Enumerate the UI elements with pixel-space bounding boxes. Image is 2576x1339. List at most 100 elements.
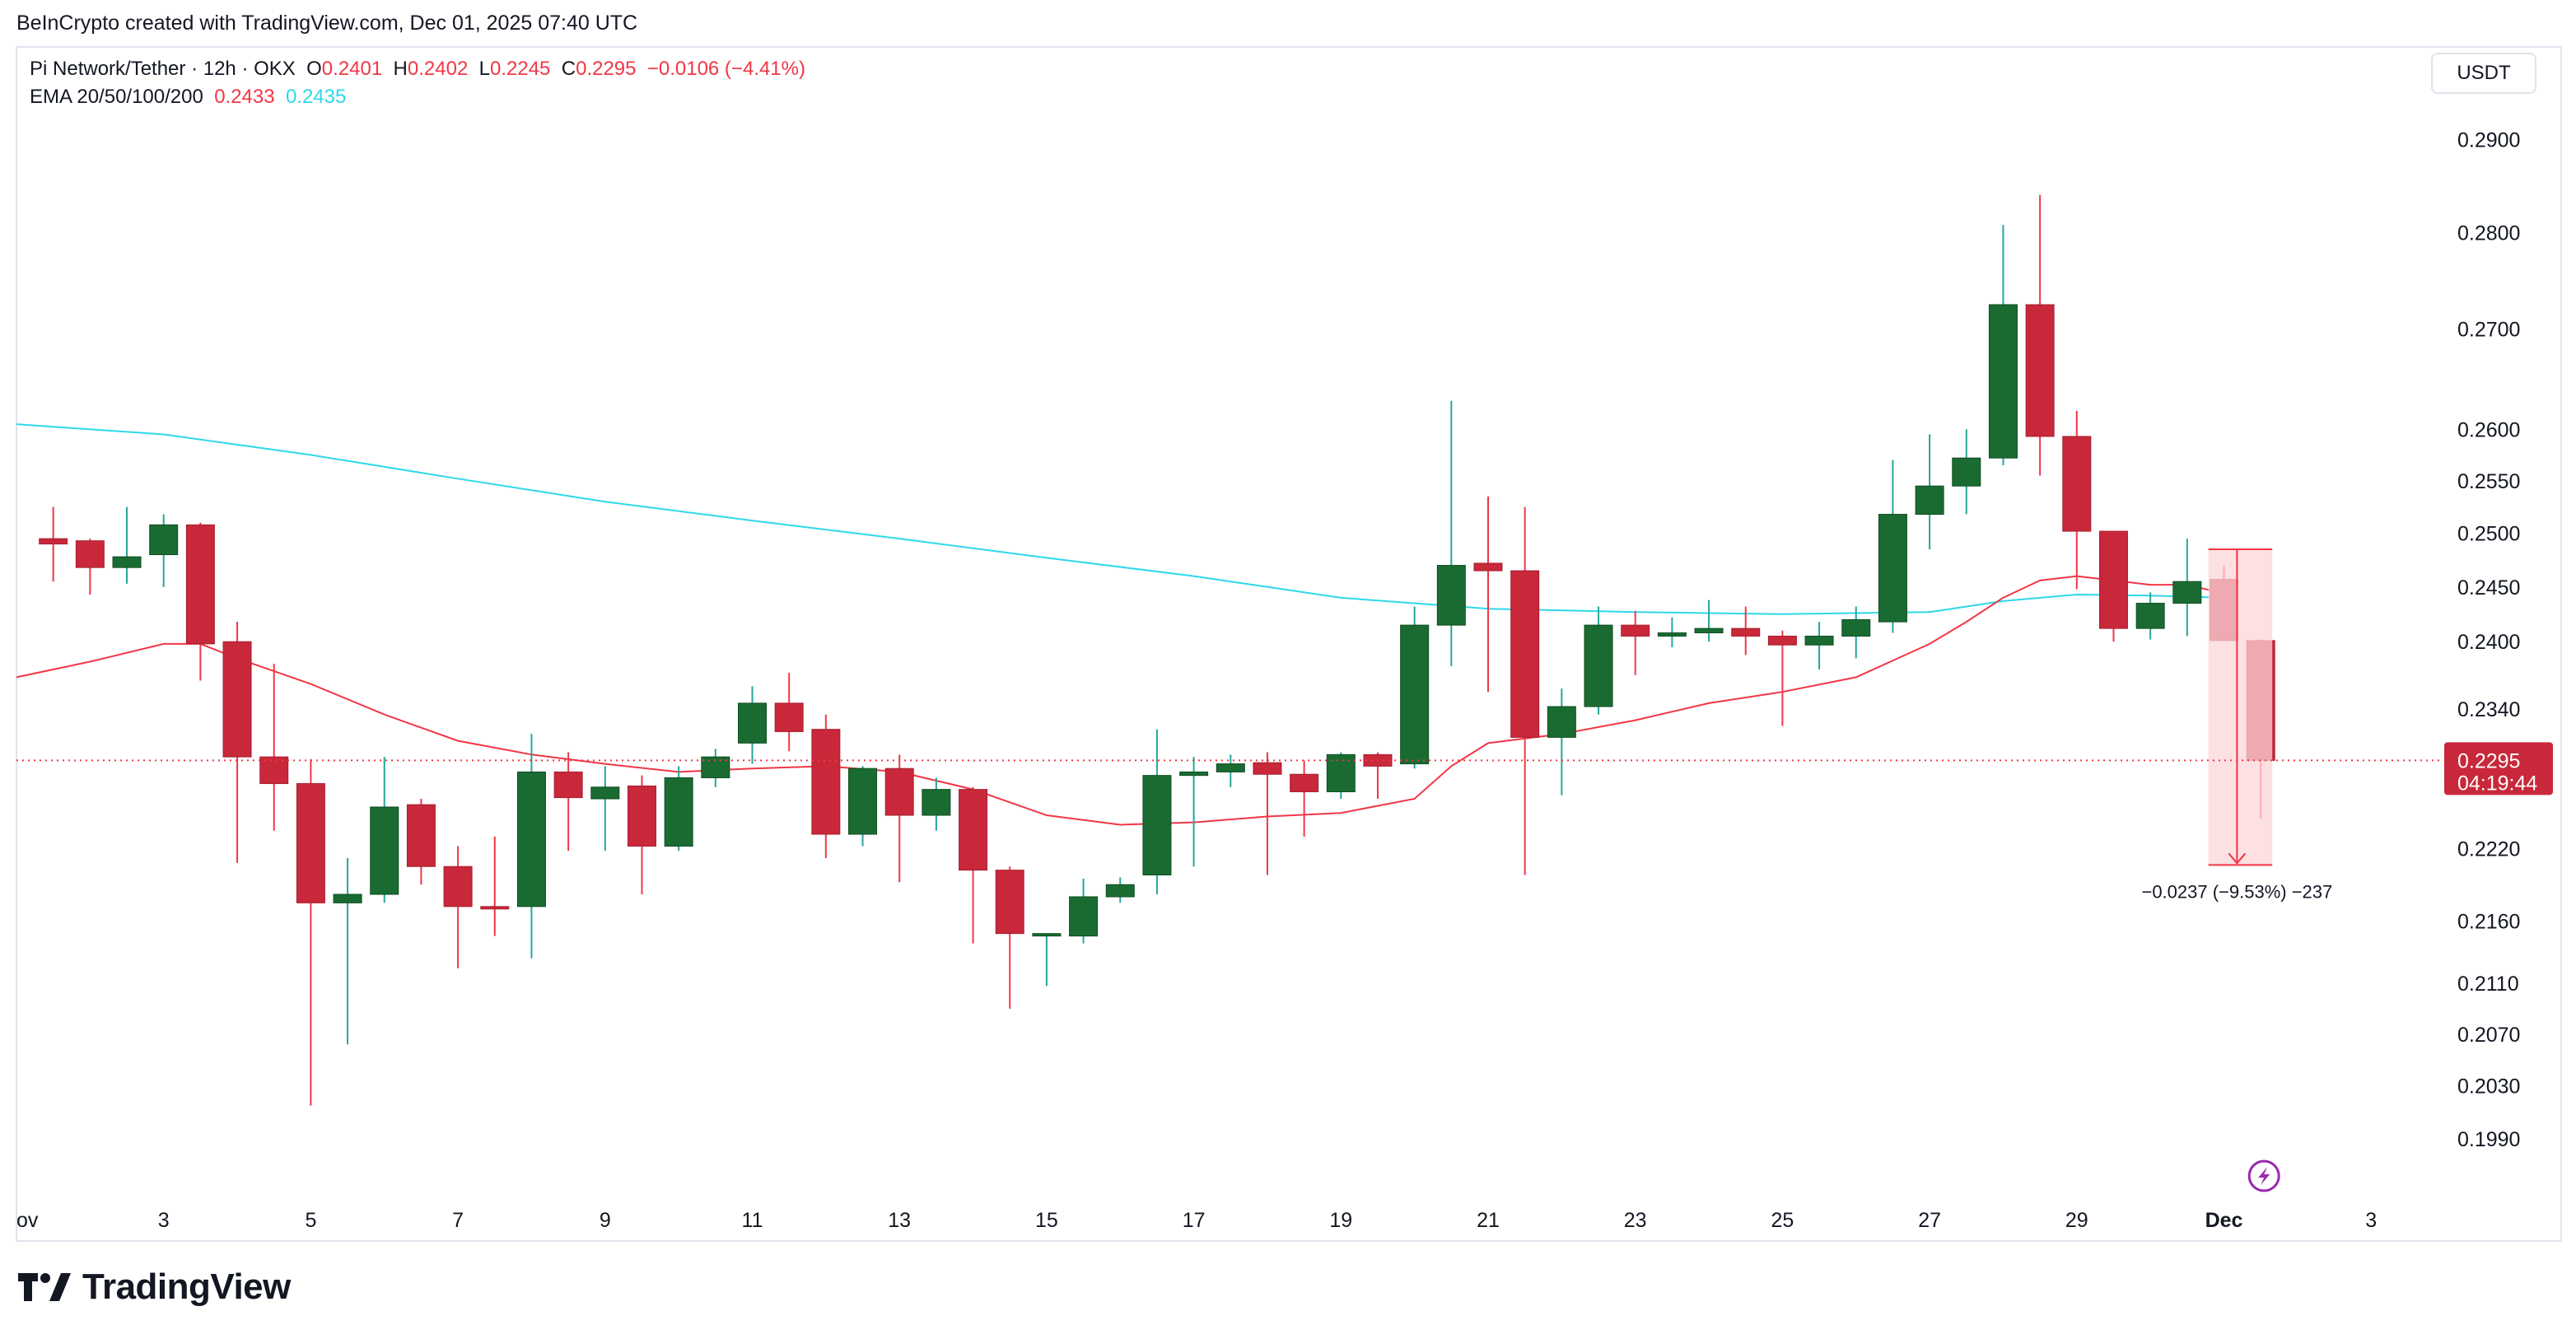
measure-arrow-head [2228, 852, 2247, 865]
lightning-icon-bolt [2258, 1167, 2270, 1185]
candle-body [553, 771, 583, 799]
measure-layer: −0.0237 (−9.53%) −237 [2141, 548, 2332, 902]
y-tick-label: 0.2400 [2457, 631, 2520, 654]
candle-body [112, 556, 142, 568]
candle-down [296, 758, 325, 1106]
high-value: 0.2402 [407, 58, 469, 80]
x-tick-label: 25 [1771, 1209, 1794, 1232]
x-axis: ov 3 5 7 9 11 13 15 17 19 21 23 25 27 29 Dec 3 [16, 1159, 2377, 1232]
candle-body [701, 756, 730, 778]
candle-up [1326, 752, 1356, 800]
candle-up [1694, 600, 1724, 642]
candle-body [1952, 457, 1981, 487]
candle-body [2098, 530, 2128, 629]
candle-down [406, 799, 436, 885]
candle-body [1841, 618, 1871, 637]
ema-label[interactable]: EMA 20/50/100/200 [30, 86, 203, 108]
candle-body [1804, 635, 1834, 646]
candle-body [995, 870, 1024, 935]
tradingview-logo[interactable]: TradingView [18, 1267, 291, 1308]
x-tick-label: ov [16, 1209, 39, 1232]
symbol-label[interactable]: Pi Network/Tether · 12h · OKX [30, 58, 296, 80]
candle-down [1767, 630, 1797, 726]
x-tick-label: 21 [1477, 1209, 1500, 1232]
candle-down [1473, 496, 1503, 693]
candle-up [2172, 539, 2202, 637]
countdown-value: 04:19:44 [2457, 772, 2537, 795]
candle-body [627, 785, 656, 847]
candle-body [1253, 762, 1282, 775]
candle-body [1105, 884, 1135, 898]
candle-down [75, 539, 105, 595]
candle-body [2172, 581, 2202, 604]
candle-body [1878, 514, 1907, 623]
candle-down [39, 506, 68, 582]
y-axis: 0.2900 0.2800 0.2700 0.2600 0.2550 0.2500 0.24… [2457, 128, 2520, 1150]
candle-down [2062, 411, 2092, 590]
candle-down [222, 622, 252, 863]
candle-down [443, 846, 473, 968]
x-tick-label: 15 [1035, 1209, 1058, 1232]
candle-body [1142, 775, 1172, 875]
candle-down [1253, 752, 1282, 875]
change-value: −0.0106 (−4.41%) [646, 58, 805, 80]
y-tick-label: 0.1990 [2457, 1128, 2520, 1151]
y-tick-label: 0.2340 [2457, 698, 2520, 721]
candle-down [1621, 610, 1650, 675]
candle-up [1915, 434, 1944, 550]
candle-body [590, 786, 620, 800]
candle-body [39, 538, 68, 545]
candle-body [811, 729, 841, 835]
candle-up [1584, 606, 1613, 715]
y-tick-label: 0.2110 [2457, 973, 2519, 996]
candles-layer [39, 194, 2275, 1106]
low-label: L [478, 58, 490, 80]
candle-down [884, 754, 914, 883]
candle-up [738, 686, 767, 764]
candle-body [443, 865, 473, 907]
candle-body [1584, 624, 1613, 707]
y-tick-label: 0.2500 [2457, 523, 2520, 546]
candle-up [848, 766, 878, 847]
candle-body [296, 783, 325, 903]
y-tick-label: 0.2700 [2457, 319, 2520, 342]
currency-button[interactable]: USDT [2431, 53, 2536, 94]
candle-body [2062, 436, 2092, 532]
candle-body [1216, 763, 1245, 772]
x-tick-label: 5 [305, 1209, 316, 1232]
candle-body [1731, 628, 1761, 637]
candle-body [1290, 773, 1319, 792]
last-price-badge[interactable] [2444, 742, 2553, 795]
candle-up [701, 749, 730, 787]
candle-body [1510, 570, 1540, 738]
chart-frame[interactable] [16, 46, 2562, 1242]
candle-up [333, 858, 362, 1045]
candle-down [1510, 506, 1540, 875]
x-tick-label: 23 [1624, 1209, 1647, 1232]
candle-up [1804, 622, 1834, 670]
measure-label[interactable]: −0.0237 (−9.53%) −237 [2141, 881, 2332, 902]
candle-up [1179, 757, 1209, 867]
candle-up [516, 734, 546, 959]
candle-up [1400, 606, 1430, 769]
low-value: 0.2245 [490, 58, 551, 80]
x-tick-label: 13 [888, 1209, 911, 1232]
ema-200-line [16, 423, 2225, 615]
x-tick-label: 3 [2365, 1209, 2377, 1232]
candle-up [149, 514, 179, 587]
candle-body [1473, 562, 1503, 572]
measure-box [2208, 549, 2273, 865]
lightning-icon[interactable] [2247, 1159, 2280, 1192]
candle-up [1105, 877, 1135, 903]
candle-up [1216, 754, 1245, 787]
candle-body [1400, 624, 1430, 765]
candle-up [664, 766, 693, 851]
candle-body [480, 906, 510, 910]
candle-body [406, 804, 436, 867]
y-tick-label: 0.2900 [2457, 128, 2520, 152]
x-tick-label: 29 [2065, 1209, 2088, 1232]
candle-down [185, 522, 215, 681]
x-tick-label: 11 [742, 1209, 763, 1232]
